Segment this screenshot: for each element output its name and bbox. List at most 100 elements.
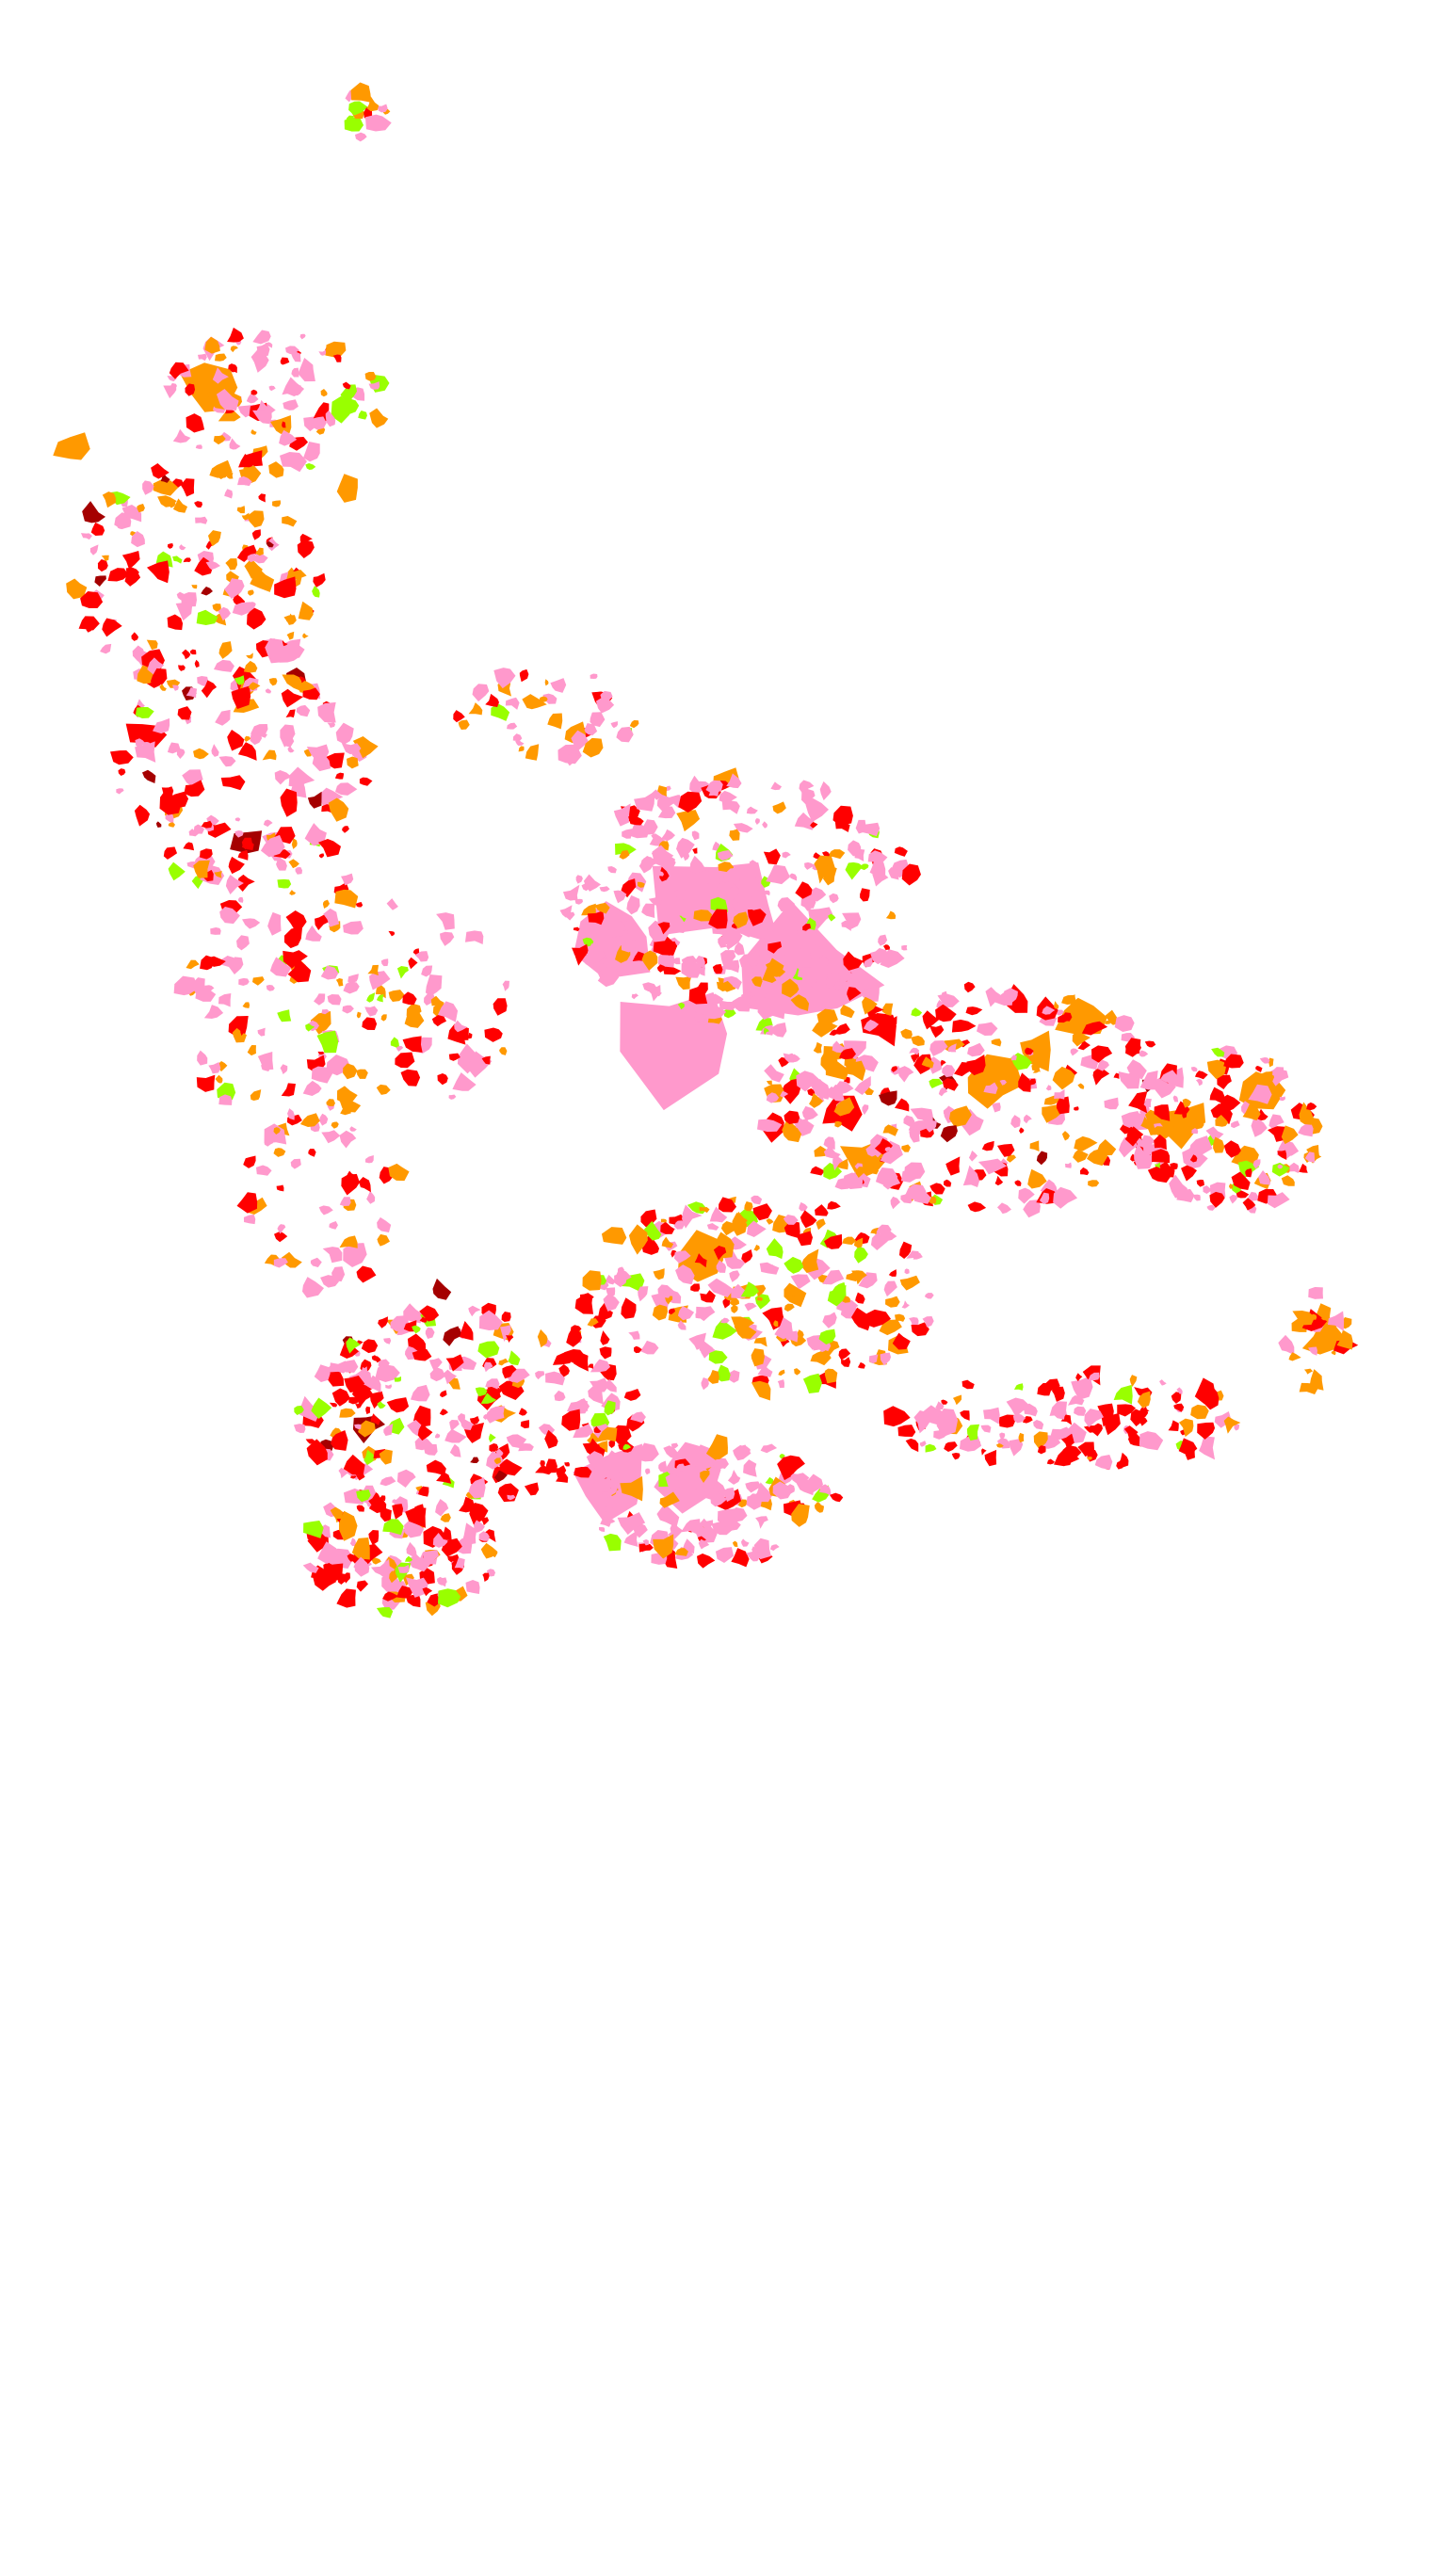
land-patch	[339, 1235, 358, 1248]
land-patch	[865, 1144, 880, 1157]
land-patch	[303, 441, 320, 462]
land-patch	[756, 1119, 783, 1133]
land-patch	[1123, 1425, 1139, 1440]
land-patch	[834, 815, 850, 832]
land-patch	[595, 1426, 618, 1442]
land-patch	[741, 1538, 750, 1547]
land-patch	[323, 410, 336, 427]
land-patch	[1176, 1387, 1183, 1394]
land-patch	[863, 957, 873, 968]
land-patch	[671, 1249, 678, 1258]
land-patch	[735, 1211, 748, 1228]
land-patch	[1088, 1180, 1100, 1187]
land-patch	[942, 1078, 959, 1091]
land-patch	[195, 985, 217, 1002]
land-patch	[404, 1555, 413, 1562]
land-patch	[1077, 1039, 1091, 1051]
land-patch	[838, 1048, 856, 1060]
land-patch	[198, 353, 207, 362]
land-patch	[1009, 1439, 1024, 1457]
land-patch	[280, 357, 290, 365]
land-patch	[318, 853, 325, 859]
land-patch	[274, 576, 297, 599]
land-patch	[386, 1397, 410, 1413]
land-patch	[597, 966, 620, 988]
land-patch	[346, 1170, 355, 1177]
land-patch	[1247, 1191, 1259, 1201]
land-patch	[396, 1586, 412, 1599]
land-patch	[395, 1052, 415, 1069]
land-patch	[725, 887, 741, 902]
land-patch	[944, 1441, 958, 1452]
land-patch	[780, 1090, 789, 1098]
land-patch	[773, 976, 782, 981]
land-patch	[432, 1533, 448, 1548]
land-patch	[593, 1477, 612, 1492]
land-patch	[731, 1316, 755, 1329]
land-patch	[215, 709, 231, 726]
land-patch	[648, 896, 663, 907]
land-patch	[53, 432, 90, 460]
land-patch	[102, 618, 122, 637]
land-patch	[1220, 1094, 1241, 1113]
land-patch	[1061, 994, 1076, 1005]
land-patch	[196, 1074, 216, 1092]
land-patch	[538, 1424, 556, 1435]
land-patch	[967, 1042, 985, 1057]
land-patch	[1075, 1373, 1083, 1382]
land-patch	[377, 1216, 392, 1232]
land-patch	[445, 1354, 464, 1372]
land-patch	[379, 1495, 386, 1502]
land-patch	[289, 890, 297, 895]
land-patch	[883, 1280, 897, 1297]
land-patch	[1067, 1394, 1085, 1406]
land-patch	[177, 706, 192, 720]
land-patch	[364, 1154, 374, 1164]
land-patch	[807, 1473, 823, 1493]
land-patch	[1077, 1441, 1095, 1457]
land-patch	[186, 959, 200, 970]
land-patch	[175, 600, 193, 621]
land-patch	[339, 1550, 348, 1558]
land-patch	[281, 688, 304, 708]
land-patch	[810, 821, 818, 829]
land-patch	[773, 1320, 779, 1327]
land-patch	[722, 975, 742, 990]
land-patch	[1336, 1329, 1353, 1350]
land-patch	[176, 749, 186, 760]
land-patch	[475, 1387, 488, 1397]
land-patch	[867, 850, 888, 864]
land-patch	[1027, 1168, 1047, 1189]
land-patch	[947, 1043, 957, 1053]
land-patch	[715, 1547, 735, 1563]
land-patch	[1118, 1452, 1129, 1468]
land-patch	[733, 911, 749, 929]
land-patch	[594, 902, 610, 914]
land-patch	[343, 1063, 358, 1080]
land-patch	[688, 982, 708, 1005]
land-patch	[981, 1140, 994, 1151]
land-patch	[1209, 1087, 1225, 1104]
land-patch	[1299, 1163, 1308, 1173]
land-patch	[228, 856, 245, 875]
land-patch	[857, 1361, 865, 1369]
land-patch	[832, 1040, 845, 1054]
land-patch	[354, 1424, 362, 1429]
land-patch	[621, 939, 637, 953]
land-patch	[257, 1052, 274, 1071]
land-patch	[588, 1363, 594, 1369]
land-patch	[661, 1236, 674, 1248]
land-patch	[1288, 1352, 1301, 1361]
land-patch	[843, 951, 864, 971]
land-patch	[1277, 1164, 1284, 1169]
land-patch	[760, 1443, 778, 1454]
land-patch	[236, 1192, 258, 1214]
land-patch	[358, 1420, 376, 1438]
land-patch	[318, 1205, 333, 1216]
land-patch	[346, 115, 354, 123]
land-patch	[682, 1204, 703, 1229]
land-patch	[820, 1051, 838, 1071]
land-patch	[225, 558, 238, 571]
land-patch	[739, 923, 758, 938]
land-patch	[751, 1195, 763, 1205]
